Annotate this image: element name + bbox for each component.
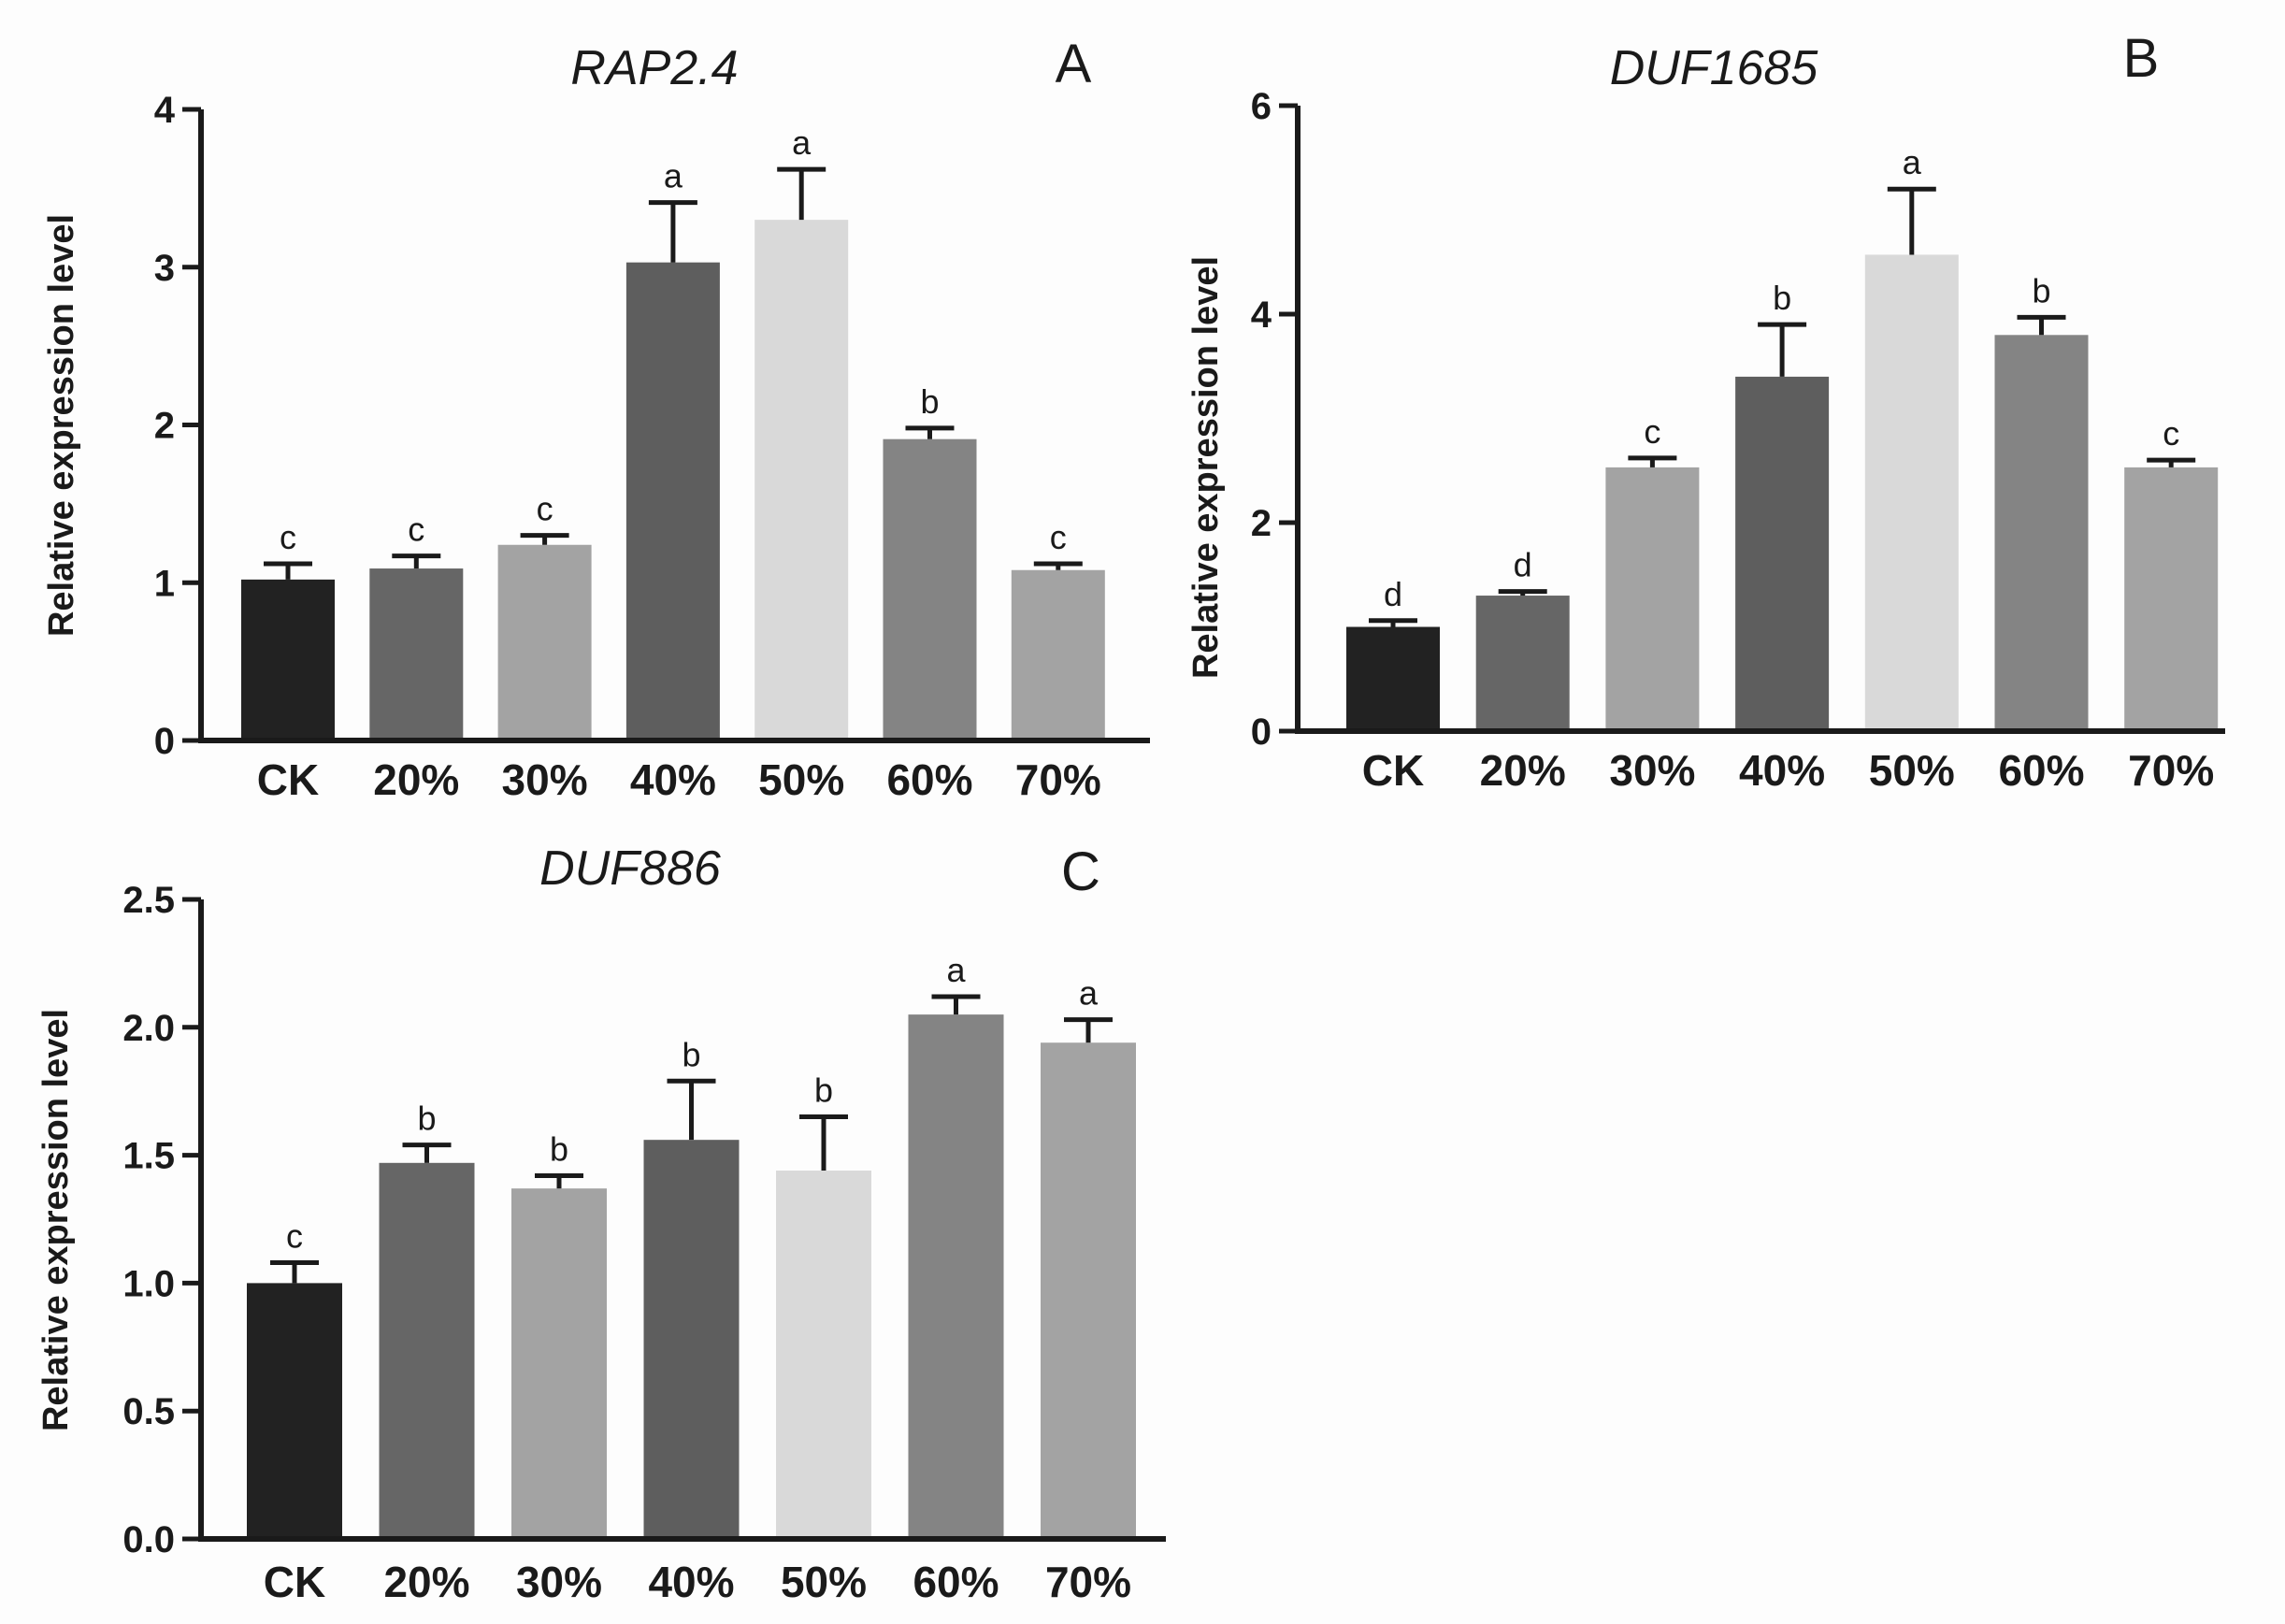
significance-label-2: c bbox=[537, 490, 553, 528]
category-label-6: 70% bbox=[1015, 755, 1101, 804]
bar-1 bbox=[1475, 596, 1570, 731]
bar-3 bbox=[625, 262, 720, 740]
y-tick-label-4: 4 bbox=[154, 90, 176, 131]
chart-panel-B: DUF1685 B Relative expression level d CK d 20%… bbox=[1186, 28, 2225, 795]
chart-title: DUF1685 bbox=[1610, 41, 1819, 95]
y-tick-label-1: 2 bbox=[1251, 503, 1272, 544]
significance-label-1: b bbox=[417, 1099, 436, 1138]
category-label-2: 30% bbox=[1609, 746, 1695, 795]
chart-title: RAP2.4 bbox=[570, 41, 738, 95]
significance-label-3: b bbox=[1773, 279, 1791, 317]
y-tick-label-2: 1.0 bbox=[122, 1263, 175, 1304]
significance-label-4: b bbox=[814, 1071, 833, 1110]
chart-panel-C: DUF886 C Relative expression level c CK b 20% b… bbox=[36, 841, 1166, 1606]
category-label-2: 30% bbox=[516, 1558, 602, 1606]
bar-3 bbox=[643, 1140, 740, 1539]
y-tick-label-3: 6 bbox=[1251, 86, 1272, 127]
significance-label-3: b bbox=[682, 1035, 700, 1073]
y-tick-label-5: 2.5 bbox=[122, 880, 175, 921]
category-label-3: 40% bbox=[648, 1558, 734, 1606]
bar-5 bbox=[1994, 335, 2089, 731]
bar-6 bbox=[2124, 467, 2219, 731]
category-label-4: 50% bbox=[1869, 746, 1955, 795]
category-label-5: 60% bbox=[886, 755, 972, 804]
category-label-4: 50% bbox=[781, 1558, 867, 1606]
significance-label-3: a bbox=[664, 157, 683, 195]
y-axis-label: Relative expression level bbox=[1186, 256, 1226, 679]
y-tick-label-3: 1.5 bbox=[122, 1136, 175, 1177]
bar-6 bbox=[1041, 1042, 1136, 1539]
y-tick-label-2: 4 bbox=[1251, 295, 1272, 336]
significance-label-5: a bbox=[946, 951, 966, 989]
significance-label-5: b bbox=[2032, 271, 2050, 309]
y-axis-label: Relative expression level bbox=[42, 214, 81, 637]
significance-label-6: a bbox=[1079, 974, 1099, 1013]
category-label-6: 70% bbox=[2128, 746, 2214, 795]
bar-1 bbox=[379, 1162, 475, 1539]
y-tick-label-3: 3 bbox=[154, 248, 175, 289]
bar-0 bbox=[1346, 626, 1440, 731]
bar-0 bbox=[247, 1283, 342, 1539]
y-tick-label-0: 0.0 bbox=[122, 1519, 175, 1560]
category-label-1: 20% bbox=[1480, 746, 1566, 795]
bar-4 bbox=[1864, 254, 1959, 731]
significance-label-5: b bbox=[920, 382, 939, 421]
category-label-0: CK bbox=[264, 1558, 325, 1606]
bar-4 bbox=[754, 220, 849, 740]
significance-label-4: a bbox=[1903, 143, 1922, 181]
y-tick-label-1: 1 bbox=[154, 563, 175, 604]
category-label-5: 60% bbox=[1998, 746, 2084, 795]
bar-3 bbox=[1735, 376, 1830, 731]
bar-2 bbox=[497, 544, 592, 740]
significance-label-2: b bbox=[550, 1129, 568, 1168]
significance-label-1: d bbox=[1514, 546, 1532, 584]
bar-4 bbox=[776, 1171, 871, 1539]
y-tick-label-1: 0.5 bbox=[122, 1391, 175, 1432]
category-label-1: 20% bbox=[373, 755, 459, 804]
significance-label-0: c bbox=[280, 518, 296, 556]
significance-label-2: c bbox=[1644, 412, 1660, 451]
y-tick-label-0: 0 bbox=[1251, 711, 1272, 753]
bar-6 bbox=[1011, 569, 1105, 740]
bar-5 bbox=[908, 1014, 1004, 1539]
significance-label-6: c bbox=[1050, 518, 1067, 556]
significance-label-0: d bbox=[1384, 575, 1402, 613]
category-label-3: 40% bbox=[1739, 746, 1825, 795]
significance-label-0: c bbox=[286, 1217, 303, 1256]
significance-label-6: c bbox=[2163, 414, 2179, 453]
category-label-0: CK bbox=[1362, 746, 1424, 795]
y-tick-label-0: 0 bbox=[154, 721, 175, 762]
bar-1 bbox=[369, 568, 464, 740]
y-tick-label-4: 2.0 bbox=[122, 1008, 175, 1049]
bar-5 bbox=[883, 438, 977, 740]
bar-2 bbox=[511, 1188, 607, 1539]
category-label-1: 20% bbox=[383, 1558, 469, 1606]
panel-label: B bbox=[2123, 28, 2160, 89]
category-label-3: 40% bbox=[630, 755, 716, 804]
chart-panel-A: RAP2.4 A Relative expression level c CK c 20% c… bbox=[42, 34, 1150, 804]
panel-label: A bbox=[1056, 34, 1092, 94]
significance-label-1: c bbox=[408, 510, 424, 549]
chart-title: DUF886 bbox=[539, 841, 721, 896]
bar-2 bbox=[1605, 467, 1700, 731]
category-label-0: CK bbox=[257, 755, 319, 804]
category-label-6: 70% bbox=[1045, 1558, 1131, 1606]
category-label-5: 60% bbox=[913, 1558, 999, 1606]
category-label-4: 50% bbox=[758, 755, 844, 804]
panel-label: C bbox=[1061, 841, 1100, 902]
category-label-2: 30% bbox=[502, 755, 588, 804]
y-tick-label-2: 2 bbox=[154, 406, 175, 447]
significance-label-4: a bbox=[792, 123, 812, 162]
bar-0 bbox=[241, 579, 335, 740]
y-axis-label: Relative expression level bbox=[36, 1009, 76, 1431]
